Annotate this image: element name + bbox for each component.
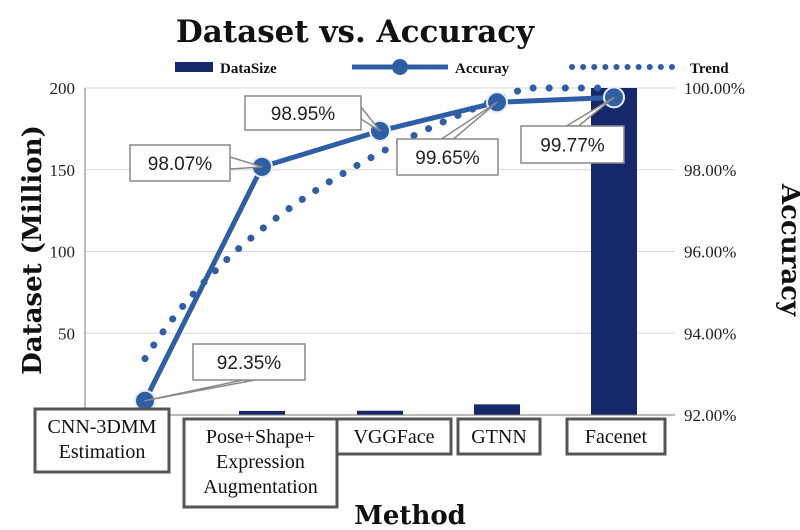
callout-pointer xyxy=(144,379,256,402)
left-tick-label: 50 xyxy=(58,324,75,343)
left-tick-label: 150 xyxy=(50,161,76,180)
right-tick-label: 98.00% xyxy=(684,161,736,180)
datasize-bar xyxy=(357,410,403,415)
category-box xyxy=(182,417,339,509)
legend-trend-label: Trend xyxy=(690,61,729,77)
left-tick-label: 200 xyxy=(50,79,76,98)
trend-line xyxy=(141,84,617,363)
accuracy-data-label: 98.07% xyxy=(148,154,213,175)
legend-datasize-swatch xyxy=(175,62,213,72)
legend-item-accuracy: Accuray xyxy=(352,59,510,77)
callout-box xyxy=(396,138,499,176)
data-labels: 92.35% 98.07% 98.95% 99.65% 99.77% xyxy=(129,95,625,402)
legend-accuracy-label: Accuray xyxy=(455,61,510,77)
category-box xyxy=(456,417,542,456)
callout-box xyxy=(192,343,306,381)
left-axis-ticks: 050100150200 xyxy=(50,79,76,425)
chart-title: Dataset vs. Accuracy xyxy=(176,14,535,50)
category-box xyxy=(565,417,667,456)
category-label: Facenet xyxy=(585,426,648,448)
left-tick-label: 100 xyxy=(50,243,76,262)
legend-item-datasize: DataSize xyxy=(175,61,277,77)
legend-item-trend: Trend xyxy=(569,61,729,77)
callout-box xyxy=(520,125,625,164)
category-label: VGGFace xyxy=(353,426,434,448)
accuracy-data-label: 92.35% xyxy=(217,353,282,374)
x-axis-title: Method xyxy=(354,501,466,530)
accuracy-data-label: 99.65% xyxy=(415,148,480,169)
datasize-bar xyxy=(239,410,285,415)
callout-box xyxy=(244,95,362,131)
legend-accuracy-marker xyxy=(392,59,408,75)
callout-box xyxy=(129,144,231,182)
right-axis-ticks: 92.00% 94.00% 96.00% 98.00% 100.00% xyxy=(684,79,745,425)
category-label: CNN-3DMM Estimation xyxy=(48,416,157,463)
accuracy-data-label: 98.95% xyxy=(271,104,336,125)
right-tick-label: 96.00% xyxy=(684,243,736,262)
category-label: GTNN xyxy=(471,426,527,448)
datasize-bar xyxy=(474,404,520,415)
accuracy-data-label: 99.77% xyxy=(540,136,605,157)
right-tick-label: 92.00% xyxy=(684,406,736,425)
legend: DataSize Accuray Trend xyxy=(175,59,729,77)
category-box xyxy=(33,407,171,474)
category-label: Pose+Shape+ Expression Augmentation xyxy=(203,426,317,498)
right-tick-label: 94.00% xyxy=(684,324,736,343)
right-tick-label: 100.00% xyxy=(684,79,745,98)
legend-datasize-label: DataSize xyxy=(220,61,277,77)
category-box xyxy=(335,417,453,456)
y-axis-left-title: Dataset (Million) xyxy=(18,125,48,375)
category-labels: CNN-3DMM Estimation Pose+Shape+ Expression A… xyxy=(33,407,667,509)
trend-series xyxy=(141,84,617,363)
y-axis-right-title: Accuracy xyxy=(775,183,800,317)
